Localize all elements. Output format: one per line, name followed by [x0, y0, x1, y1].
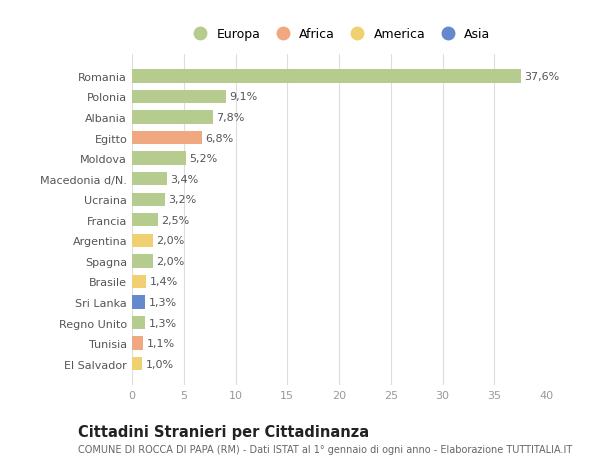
Bar — [132, 70, 521, 84]
Text: 1,3%: 1,3% — [149, 318, 176, 328]
Text: 2,0%: 2,0% — [156, 256, 184, 266]
Bar — [132, 213, 158, 227]
Text: 3,2%: 3,2% — [168, 195, 196, 205]
Bar — [132, 316, 145, 330]
Text: 1,4%: 1,4% — [149, 277, 178, 287]
Text: Cittadini Stranieri per Cittadinanza: Cittadini Stranieri per Cittadinanza — [78, 425, 369, 440]
Text: 1,0%: 1,0% — [145, 359, 173, 369]
Text: 5,2%: 5,2% — [189, 154, 217, 164]
Bar — [132, 275, 146, 289]
Text: 9,1%: 9,1% — [229, 92, 257, 102]
Text: 3,4%: 3,4% — [170, 174, 199, 185]
Bar — [132, 173, 167, 186]
Text: 37,6%: 37,6% — [524, 72, 560, 82]
Text: 1,1%: 1,1% — [146, 338, 175, 348]
Bar — [132, 357, 142, 370]
Bar — [132, 132, 202, 145]
Text: COMUNE DI ROCCA DI PAPA (RM) - Dati ISTAT al 1° gennaio di ogni anno - Elaborazi: COMUNE DI ROCCA DI PAPA (RM) - Dati ISTA… — [78, 444, 572, 454]
Bar — [132, 296, 145, 309]
Bar — [132, 193, 165, 207]
Bar — [132, 90, 226, 104]
Text: 6,8%: 6,8% — [205, 133, 234, 143]
Text: 1,3%: 1,3% — [149, 297, 176, 308]
Text: 2,0%: 2,0% — [156, 236, 184, 246]
Bar — [132, 111, 213, 124]
Legend: Europa, Africa, America, Asia: Europa, Africa, America, Asia — [188, 28, 490, 41]
Text: 2,5%: 2,5% — [161, 215, 189, 225]
Bar — [132, 255, 152, 268]
Bar — [132, 337, 143, 350]
Bar — [132, 234, 152, 247]
Text: 7,8%: 7,8% — [216, 113, 244, 123]
Bar — [132, 152, 186, 165]
